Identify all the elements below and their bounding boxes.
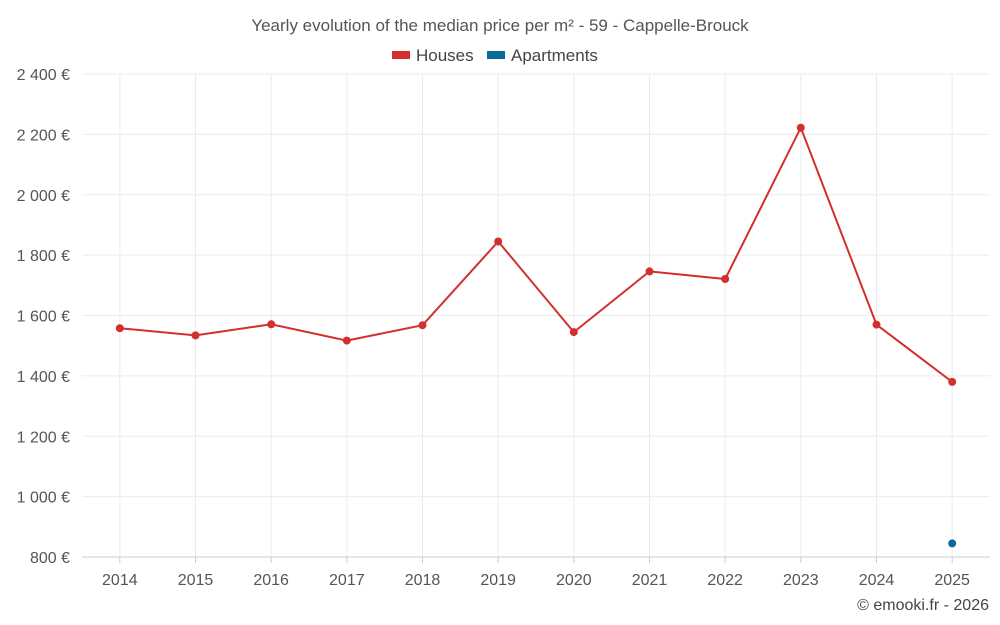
x-tick-label: 2017	[329, 572, 365, 589]
x-tick-label: 2015	[178, 572, 214, 589]
y-tick-label: 1 600 €	[17, 309, 70, 326]
legend: Houses Apartments	[392, 46, 598, 65]
data-point-houses-2017[interactable]	[342, 336, 351, 345]
legend-item-apartments[interactable]: Apartments	[487, 46, 598, 65]
data-point-houses-2015[interactable]	[191, 331, 200, 340]
x-tick-label: 2019	[480, 572, 516, 589]
y-tick-label: 2 000 €	[17, 188, 70, 205]
data-point-houses-2016[interactable]	[267, 320, 276, 329]
y-tick-label: 1 400 €	[17, 369, 70, 386]
data-point-houses-2021[interactable]	[645, 267, 654, 276]
data-point-apartments-2025[interactable]	[948, 539, 957, 548]
x-tick-label: 2025	[934, 572, 970, 589]
data-point-houses-2014[interactable]	[115, 324, 124, 333]
chart-title: Yearly evolution of the median price per…	[251, 16, 749, 35]
x-tick-label: 2024	[859, 572, 895, 589]
data-point-houses-2022[interactable]	[721, 275, 730, 283]
x-tick-label: 2021	[632, 572, 668, 589]
credit-text: © emooki.fr - 2026	[857, 597, 989, 614]
series	[115, 123, 957, 548]
data-point-houses-2025[interactable]	[948, 377, 957, 386]
x-tick-label: 2022	[707, 572, 743, 589]
data-point-houses-2023[interactable]	[796, 123, 805, 132]
data-point-houses-2018[interactable]	[418, 321, 427, 330]
y-tick-label: 1 000 €	[17, 490, 70, 507]
x-tick-label: 2020	[556, 572, 592, 589]
x-tick-label: 2014	[102, 572, 138, 589]
x-tick-label: 2023	[783, 572, 819, 589]
series-apartments	[948, 539, 957, 548]
data-point-houses-2024[interactable]	[872, 320, 881, 329]
legend-label-apartments: Apartments	[511, 46, 598, 65]
y-tick-label: 2 400 €	[17, 67, 70, 84]
y-tick-label: 2 200 €	[17, 127, 70, 144]
data-point-houses-2019[interactable]	[494, 237, 503, 246]
y-tick-label: 800 €	[30, 550, 70, 567]
y-tick-label: 1 200 €	[17, 429, 70, 446]
x-tick-label: 2018	[405, 572, 441, 589]
gridlines	[82, 73, 990, 557]
data-point-houses-2020[interactable]	[569, 328, 578, 337]
y-tick-label: 1 800 €	[17, 248, 70, 265]
legend-swatch-houses	[392, 51, 410, 59]
axes: 800 € 1 000 € 1 200 € 1 400 € 1 600 € 1 800 €…	[17, 67, 990, 589]
legend-label-houses: Houses	[416, 46, 474, 65]
x-tick-label: 2016	[253, 572, 289, 589]
legend-swatch-apartments	[487, 51, 505, 59]
series-houses	[115, 123, 957, 386]
legend-item-houses[interactable]: Houses	[392, 46, 474, 65]
series-line-houses	[119, 125, 953, 383]
